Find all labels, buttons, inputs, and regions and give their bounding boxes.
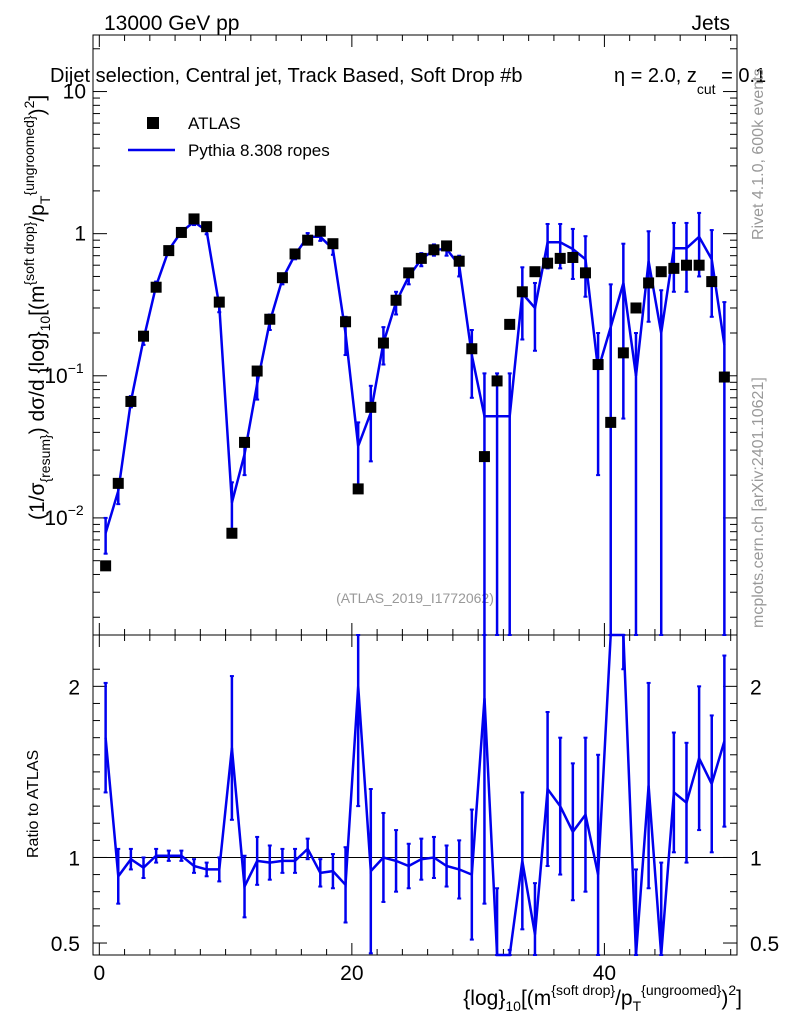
legend-pythia-label: Pythia 8.308 ropes	[188, 141, 330, 160]
atlas-data-point	[138, 330, 150, 342]
x-tick-label: 0	[93, 962, 105, 985]
atlas-data-point	[516, 286, 528, 298]
ratio-tick-label-right: 0.5	[750, 933, 779, 956]
atlas-data-point	[567, 251, 579, 263]
atlas-data-point	[706, 276, 718, 288]
plot-title: Dijet selection, Central jet, Track Base…	[50, 65, 522, 87]
atlas-data-point	[251, 365, 263, 377]
atlas-data-point	[415, 252, 427, 264]
header-jets: Jets	[691, 12, 730, 35]
atlas-data-point	[403, 267, 415, 279]
atlas-data-point	[226, 527, 238, 539]
atlas-data-point	[163, 245, 175, 257]
ratio-tick-label-left: 2	[68, 676, 80, 699]
atlas-data-point	[655, 266, 667, 278]
atlas-data-point	[693, 259, 705, 271]
atlas-data-point	[276, 272, 288, 284]
y-axis-title: (1/σ{resum}) dσ/d {log}10[(m{soft drop}/…	[21, 95, 53, 520]
atlas-data-point	[188, 213, 200, 225]
atlas-data-point	[630, 302, 642, 314]
pythia-line	[104, 220, 726, 534]
atlas-data-point	[390, 294, 402, 306]
atlas-data-point	[264, 313, 276, 325]
ratio-plot-frame	[92, 634, 738, 956]
atlas-data-point	[453, 255, 465, 267]
x-tick-labels: 0 20 40	[93, 962, 616, 985]
pythia-error-bars	[103, 211, 727, 636]
atlas-data-point	[441, 240, 453, 252]
ratio-y-tick-labels: 0.5 0.5 1 1 2 2	[51, 676, 779, 956]
atlas-data-point	[579, 267, 591, 279]
atlas-data-point	[554, 252, 566, 264]
header-energy: 13000 GeV pp	[104, 12, 239, 35]
ratio-tick-label-right: 1	[750, 847, 762, 870]
atlas-data-point	[668, 262, 680, 274]
legend-atlas-marker	[147, 117, 159, 129]
ratio-line	[104, 633, 726, 957]
atlas-data-point	[100, 560, 112, 572]
plot-params: η = 2.0, zcut = 0.1	[614, 65, 766, 97]
atlas-data-point	[428, 244, 440, 256]
atlas-data-point	[643, 277, 655, 289]
x-axis-title: {log}10[(m{soft drop}/pT{ungroomed})2]	[463, 982, 742, 1014]
atlas-data-point	[352, 483, 364, 495]
atlas-data-point	[466, 343, 478, 355]
x-tick-label: 40	[593, 962, 616, 985]
x-tick-label: 20	[340, 962, 363, 985]
main-y-tick-labels: 10−2 10−1 1 10	[44, 81, 86, 530]
legend: ATLAS Pythia 8.308 ropes	[128, 114, 330, 160]
atlas-data-point	[542, 257, 554, 269]
atlas-data-points	[100, 213, 730, 572]
atlas-data-point	[112, 477, 124, 489]
y-tick-label: 10−1	[44, 360, 84, 388]
ratio-tick-label-left: 1	[68, 847, 80, 870]
atlas-data-point	[289, 248, 301, 260]
atlas-data-point	[592, 359, 604, 371]
atlas-data-point	[150, 281, 162, 293]
atlas-data-point	[314, 225, 326, 237]
atlas-data-point	[213, 296, 225, 308]
axis-ticks	[93, 35, 737, 955]
legend-atlas-label: ATLAS	[188, 114, 241, 133]
atlas-data-point	[125, 395, 137, 407]
atlas-data-point	[201, 221, 213, 233]
ratio-tick-label-left: 0.5	[51, 933, 80, 956]
atlas-data-point	[327, 238, 339, 250]
atlas-data-point	[529, 266, 541, 278]
atlas-data-point	[478, 451, 490, 463]
rivet-label: Rivet 4.1.0, 600k events	[750, 68, 767, 240]
atlas-data-point	[302, 234, 314, 246]
atlas-data-point	[718, 371, 730, 383]
y-tick-label: 10−2	[44, 502, 84, 530]
ratio-y-axis-title: Ratio to ATLAS	[25, 750, 42, 858]
ratio-tick-label-right: 2	[750, 676, 762, 699]
atlas-data-point	[491, 375, 503, 387]
y-tick-label: 1	[74, 223, 86, 246]
atlas-data-point	[680, 259, 692, 271]
analysis-watermark: (ATLAS_2019_I1772062)	[336, 590, 494, 606]
mcplots-label: mcplots.cern.ch [arXiv:2401.10621]	[750, 377, 767, 628]
atlas-data-point	[605, 416, 617, 428]
atlas-data-point	[377, 337, 389, 349]
atlas-data-point	[504, 318, 516, 330]
atlas-data-point	[617, 347, 629, 359]
atlas-data-point	[365, 401, 377, 413]
atlas-data-point	[239, 436, 251, 448]
atlas-data-point	[175, 226, 187, 238]
atlas-data-point	[340, 316, 352, 328]
y-tick-label: 10	[63, 81, 86, 104]
